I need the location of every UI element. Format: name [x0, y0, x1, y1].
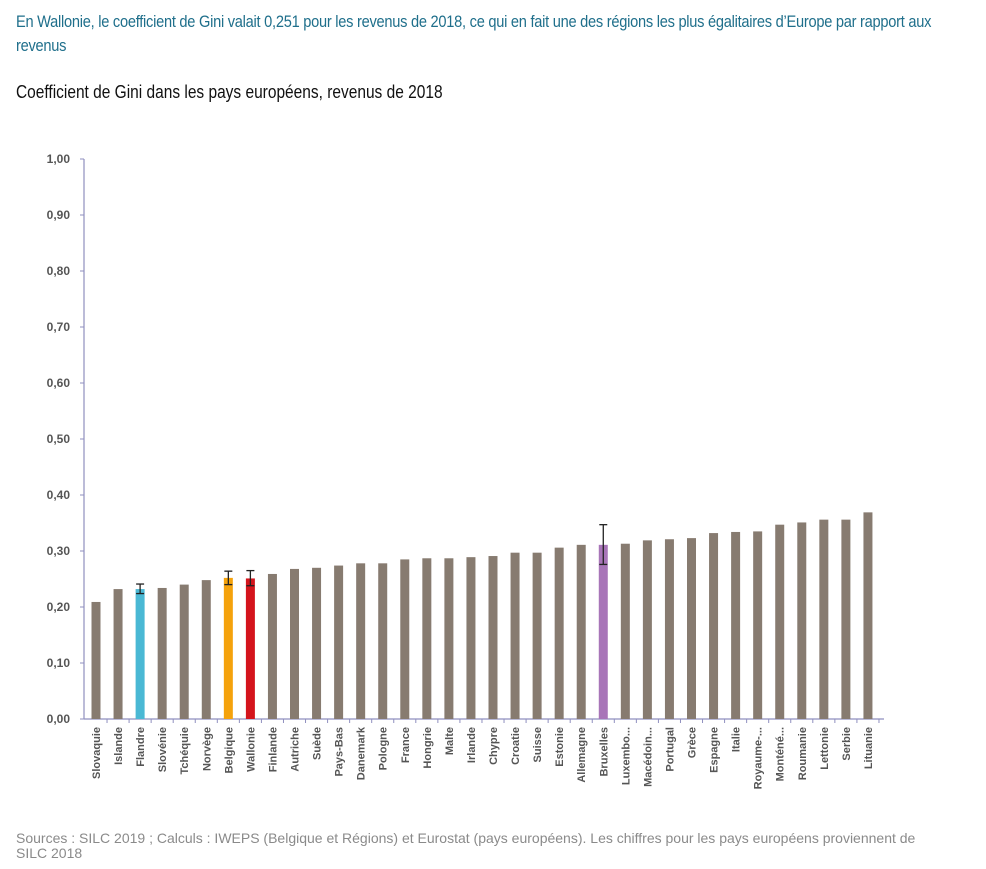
- bar: [312, 567, 322, 719]
- bar: [532, 552, 542, 719]
- bar: [267, 573, 277, 719]
- x-tick-label: Belgique: [223, 727, 235, 773]
- x-tick-label: Italie: [731, 727, 743, 752]
- headline: En Wallonie, le coefficient de Gini vala…: [16, 12, 932, 55]
- y-tick-label: 0,20: [47, 600, 71, 614]
- x-tick-label: Slovénie: [157, 727, 169, 772]
- bar: [510, 552, 520, 719]
- x-tick-label: Pologne: [378, 727, 390, 770]
- bar: [797, 522, 807, 719]
- x-tick-label: Serbie: [841, 727, 853, 761]
- x-tick-label: Espagne: [709, 727, 721, 773]
- bar: [620, 543, 630, 719]
- x-tick-label: Tchéquie: [179, 727, 191, 774]
- x-tick-label: Royaume-...: [753, 727, 765, 789]
- x-tick-label: Danemark: [356, 726, 368, 780]
- bar: [709, 533, 719, 719]
- bar: [642, 540, 652, 719]
- x-tick-label: France: [400, 727, 412, 763]
- bar: [554, 547, 564, 719]
- bar: [576, 544, 586, 719]
- bar: [91, 601, 101, 719]
- bar: [775, 524, 785, 719]
- x-tick-label: Suède: [312, 727, 324, 760]
- bar: [444, 558, 454, 719]
- bar: [466, 557, 476, 719]
- x-tick-label: Malte: [444, 727, 456, 755]
- bar: [113, 589, 123, 719]
- x-tick-label: Norvège: [201, 727, 213, 771]
- y-axis: 0,00 0,10 0,20 0,30 0,40 0,50 0,60 0,70 0,80 0,90…: [47, 152, 884, 726]
- x-tick-label: Pays-Bas: [334, 727, 346, 777]
- y-tick-label: 0,30: [47, 544, 71, 558]
- bar: [819, 519, 829, 719]
- y-tick-label: 0,40: [47, 488, 71, 502]
- x-tick-label: Bruxelles: [598, 727, 610, 777]
- bar: [422, 558, 432, 719]
- x-tick-label: Irlande: [466, 727, 478, 763]
- source-note: Sources : SILC 2019 ; Calculs : IWEPS (B…: [16, 830, 916, 861]
- x-tick-label: Lituanie: [863, 727, 875, 769]
- x-tick-label: Portugal: [664, 727, 676, 772]
- y-tick-label: 0,60: [47, 376, 71, 390]
- bar: [290, 568, 299, 719]
- bar: [598, 544, 608, 719]
- x-tick-label: Roumanie: [797, 727, 809, 780]
- x-tick-label: Grèce: [687, 727, 699, 758]
- bar: [334, 565, 344, 719]
- y-tick-label: 0,10: [47, 656, 71, 670]
- y-tick-label: 0,90: [47, 208, 71, 222]
- bar: [179, 584, 189, 719]
- error-bars: [136, 524, 608, 595]
- bar: [223, 577, 233, 719]
- bar: [841, 519, 851, 719]
- bar: [356, 563, 366, 719]
- bar: [664, 539, 674, 719]
- bar: [245, 578, 255, 719]
- y-tick-label: 1,00: [47, 152, 71, 166]
- x-tick-label: Estonie: [554, 727, 566, 767]
- bar: [378, 563, 388, 719]
- x-tick-label: Luxembo...: [620, 727, 632, 785]
- x-tick-label: Finlande: [267, 727, 279, 772]
- bars: [91, 512, 873, 719]
- x-tick-label: Islande: [113, 727, 125, 765]
- y-tick-label: 0,50: [47, 432, 71, 446]
- x-tick-label: Chypre: [488, 727, 500, 765]
- x-tick-label: Flandre: [135, 727, 147, 767]
- gini-bar-chart: 0,00 0,10 0,20 0,30 0,40 0,50 0,60 0,70 0,80 0,90…: [47, 152, 884, 789]
- x-tick-label: Suisse: [532, 727, 544, 762]
- bar: [488, 556, 498, 719]
- bar: [157, 587, 167, 719]
- x-tick-label: Hongrie: [422, 727, 434, 769]
- x-tick-label: Allemagne: [576, 727, 588, 783]
- bar: [863, 512, 873, 719]
- bar: [753, 531, 763, 719]
- x-tick-label: Slovaquie: [91, 727, 103, 779]
- y-tick-label: 0,80: [47, 264, 71, 278]
- y-tick-label: 0,00: [47, 712, 71, 726]
- x-tick-label: Wallonie: [245, 727, 257, 772]
- x-tick-label: Lettonie: [819, 727, 831, 770]
- x-tick-label: Monténé...: [775, 727, 787, 781]
- bar: [400, 559, 410, 719]
- x-tick-label: Macédoin...: [642, 727, 654, 787]
- x-tick-label: Croatie: [510, 727, 522, 765]
- chart-title: Coefficient de Gini dans les pays europé…: [16, 82, 443, 102]
- bar: [201, 580, 211, 719]
- x-axis-labels: Slovaquie Islande Flandre Slovénie Tchéquie N…: [91, 726, 875, 789]
- bar: [135, 589, 145, 719]
- y-tick-label: 0,70: [47, 320, 71, 334]
- bar: [687, 538, 696, 719]
- bar: [731, 531, 741, 719]
- x-tick-label: Autriche: [290, 727, 302, 772]
